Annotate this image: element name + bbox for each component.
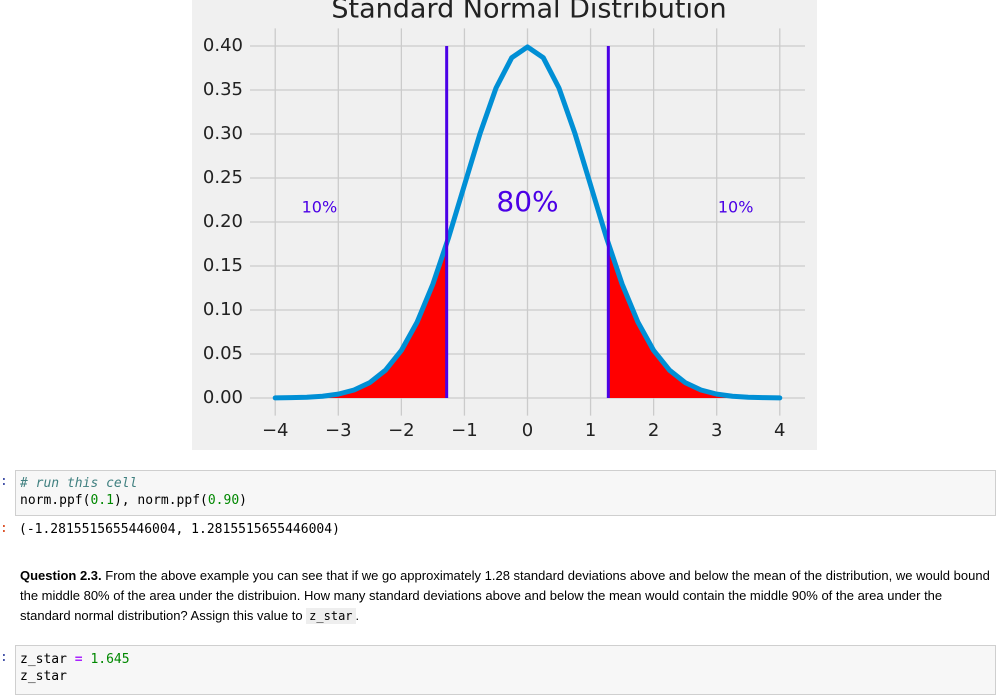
code-line: z_star = 1.645 [20, 651, 995, 668]
x-tick-label: 3 [711, 420, 722, 441]
annotation: 10% [718, 198, 754, 217]
y-tick-label: 0.05 [203, 343, 243, 364]
y-tick-label: 0.15 [203, 255, 243, 276]
chart-title: Standard Normal Distribution [331, 0, 726, 25]
y-tick-label: 0.35 [203, 79, 243, 100]
output: (-1.2815515655446004, 1.2815515655446004… [19, 522, 340, 537]
x-tick-label: −2 [388, 420, 415, 441]
x-tick-label: 2 [648, 420, 659, 441]
code-cell[interactable]: z_star = 1.645 z_star [15, 645, 996, 695]
markdown-cell: Question 2.3. From the above example you… [20, 566, 992, 626]
code-line: # run this cell [20, 475, 995, 492]
operator: = [74, 652, 83, 667]
x-tick-label: 1 [585, 420, 596, 441]
y-tick-label: 0.30 [203, 123, 243, 144]
question-label: Question 2.3. [20, 568, 102, 583]
x-tick-label: −1 [451, 420, 478, 441]
number: 0.1 [90, 493, 114, 508]
y-tick-label: 0.40 [203, 35, 243, 56]
y-tick-label: 0.10 [203, 299, 243, 320]
code: z_star [20, 652, 75, 667]
y-tick-label: 0.20 [203, 211, 243, 232]
x-tick-label: 0 [522, 420, 533, 441]
annotation: 10% [302, 198, 338, 217]
x-tick-label: 4 [774, 420, 785, 441]
question-text: From the above example you can see that … [20, 568, 990, 623]
comment: # run this cell [20, 476, 138, 491]
code-cell[interactable]: # run this cell norm.ppf(0.1), norm.ppf(… [15, 470, 996, 516]
annotation: 80% [496, 185, 558, 218]
code: norm.ppf( [20, 493, 91, 508]
shaded-tail [608, 243, 780, 398]
code: z_star [20, 669, 67, 684]
x-tick-label: −4 [262, 420, 289, 441]
prompt: : [0, 521, 8, 536]
code: ), norm.ppf( [113, 493, 208, 508]
curve [272, 44, 783, 401]
y-tick-label: 0.25 [203, 167, 243, 188]
code-line: z_star [20, 668, 995, 685]
number: 1.645 [82, 652, 130, 667]
punctuation: . [355, 608, 360, 623]
x-tick-label: −3 [325, 420, 352, 441]
shaded-tail [275, 243, 447, 398]
prompt: : [0, 474, 8, 489]
code: ) [239, 493, 247, 508]
prompt: : [0, 650, 8, 665]
inline-code: z_star [306, 608, 356, 624]
code-line: norm.ppf(0.1), norm.ppf(0.90) [20, 492, 995, 509]
number: 0.90 [207, 493, 240, 508]
y-tick-label: 0.00 [203, 387, 243, 408]
chart: Standard Normal Distribution 0.00 0.05 0.1… [192, 0, 817, 450]
